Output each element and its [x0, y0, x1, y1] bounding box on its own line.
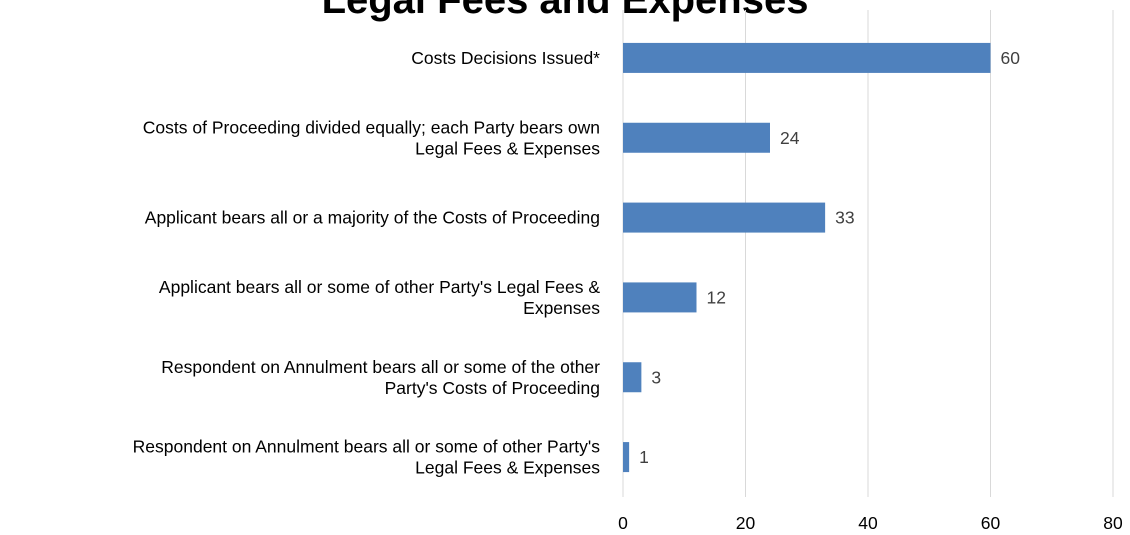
data-label: 24 [780, 128, 800, 148]
x-tick-label: 40 [858, 513, 878, 533]
bar [623, 442, 630, 473]
category-label: Respondent on Annulment bears all or som… [133, 437, 601, 457]
data-label: 1 [639, 447, 649, 467]
bar [623, 282, 697, 313]
bar [623, 42, 991, 73]
category-label: Respondent on Annulment bears all or som… [161, 357, 600, 377]
chart-title: Legal Fees and Expenses [321, 0, 809, 22]
category-label: Costs Decisions Issued* [411, 48, 600, 68]
category-label: Party's Costs of Proceeding [385, 378, 600, 398]
x-tick-label: 60 [981, 513, 1001, 533]
data-label: 12 [707, 287, 726, 307]
category-label: Legal Fees & Expenses [415, 138, 600, 158]
category-label: Applicant bears all or a majority of the… [145, 208, 600, 228]
x-tick-label: 20 [736, 513, 756, 533]
category-label: Legal Fees & Expenses [415, 458, 600, 478]
x-tick-label: 0 [618, 513, 628, 533]
category-label: Expenses [523, 298, 600, 318]
data-label: 60 [1001, 48, 1021, 68]
category-label: Costs of Proceeding divided equally; eac… [143, 117, 600, 137]
bar [623, 202, 826, 233]
data-label: 33 [835, 208, 854, 228]
bar [623, 362, 642, 393]
x-tick-label: 80 [1103, 513, 1123, 533]
category-label: Applicant bears all or some of other Par… [159, 277, 600, 297]
data-label: 3 [651, 367, 661, 387]
bar [623, 122, 770, 153]
